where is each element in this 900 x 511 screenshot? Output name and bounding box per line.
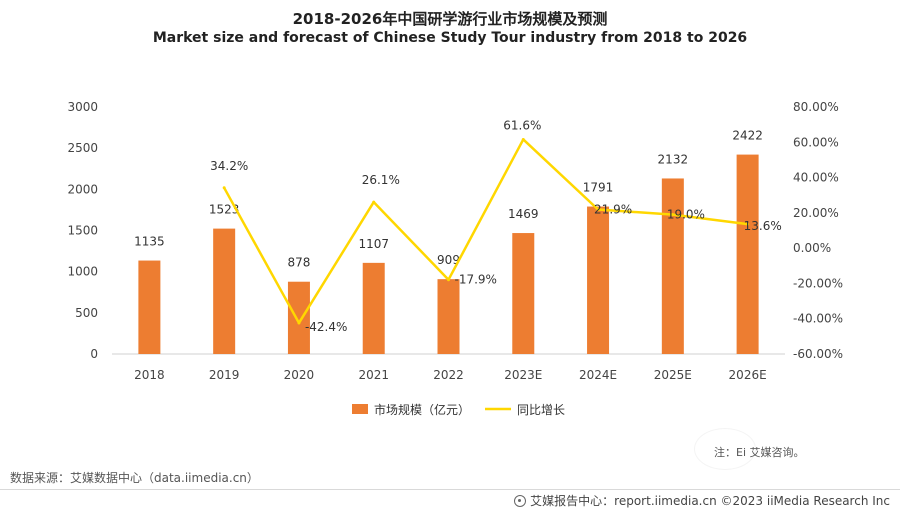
y-left-tick-label: 2500: [67, 141, 98, 155]
y-left-tick-label: 3000: [67, 100, 98, 114]
y-right-tick-label: 80.00%: [793, 100, 839, 114]
y-left-tick-label: 1000: [67, 265, 98, 279]
y-right-tick-label: 40.00%: [793, 171, 839, 185]
x-tick-label: 2023E: [504, 368, 542, 382]
footer-credit: 艾媒报告中心：report.iimedia.cn ©2023 iiMedia R…: [514, 492, 890, 509]
y-left-tick-label: 1500: [67, 224, 98, 238]
growth-value-label: 19.0%: [667, 208, 705, 222]
y-left-tick-label: 500: [75, 306, 98, 320]
data-source: 数据来源：艾媒数据中心（data.iimedia.cn）: [10, 471, 259, 485]
y-right-tick-label: -20.00%: [793, 276, 843, 290]
bar: [287, 281, 310, 354]
bar: [213, 228, 236, 354]
growth-point: [447, 278, 450, 282]
legend-bar-swatch: [352, 404, 368, 414]
growth-point: [521, 137, 525, 141]
y-left-tick-label: 0: [90, 347, 98, 361]
bar-value-label: 1107: [358, 237, 389, 251]
bar-value-label: 1523: [209, 203, 240, 217]
bar-value-label: 1791: [583, 181, 614, 195]
x-tick-label: 2019: [209, 368, 240, 382]
growth-point: [222, 186, 226, 190]
growth-value-label: 26.1%: [362, 173, 400, 187]
x-tick-label: 2018: [134, 368, 165, 382]
bar-value-label: 1469: [508, 207, 539, 221]
growth-value-label: 61.6%: [503, 118, 541, 132]
bar: [587, 206, 610, 354]
footer-divider: [0, 489, 900, 490]
x-tick-label: 2024E: [579, 368, 617, 382]
bar: [138, 260, 161, 354]
growth-point: [372, 200, 376, 204]
legend-bar-label: 市场规模（亿元）: [374, 402, 470, 417]
growth-point: [746, 222, 750, 226]
bar: [512, 233, 535, 354]
watermark-seal: [694, 428, 756, 470]
growth-point: [671, 213, 675, 217]
x-tick-label: 2020: [284, 368, 315, 382]
bar-value-label: 2422: [732, 129, 763, 143]
y-right-tick-label: 20.00%: [793, 206, 839, 220]
growth-value-label: -17.9%: [455, 273, 497, 287]
y-right-tick-label: -60.00%: [793, 347, 843, 361]
y-left-tick-label: 2000: [67, 182, 98, 196]
y-right-tick-label: 0.00%: [793, 241, 831, 255]
bar-value-label: 1135: [134, 235, 165, 249]
bar: [437, 279, 460, 354]
growth-point: [596, 208, 600, 212]
x-tick-label: 2021: [358, 368, 389, 382]
bar: [661, 178, 684, 354]
x-tick-label: 2025E: [654, 368, 692, 382]
bar-value-label: 909: [437, 253, 460, 267]
legend-line-label: 同比增长: [517, 403, 565, 417]
bar-value-label: 2132: [658, 152, 689, 166]
x-tick-label: 2026E: [729, 368, 767, 382]
growth-value-label: 21.9%: [594, 203, 632, 217]
chart-canvas: 0 500 1000 1500 2000 2500 3000 -60.00% -40.00% -2…: [67, 100, 843, 417]
growth-value-label: -42.4%: [305, 320, 347, 334]
chart-title: 2018-2026年中国研学游行业市场规模及预测: [292, 10, 608, 28]
y-right-tick-label: 60.00%: [793, 135, 839, 149]
growth-point: [297, 321, 301, 325]
footer-credit-text: 艾媒报告中心：report.iimedia.cn ©2023 iiMedia R…: [530, 494, 890, 508]
bar: [736, 154, 759, 354]
growth-value-label: 34.2%: [210, 159, 248, 173]
x-tick-label: 2022: [433, 368, 464, 382]
growth-value-label: 13.6%: [744, 219, 782, 233]
report-logo-icon: [514, 494, 527, 507]
y-right-tick-label: -40.00%: [793, 312, 843, 326]
chart-note: 注：Ei 艾媒咨询。: [714, 446, 805, 459]
bar: [362, 262, 385, 354]
bar-value-label: 878: [287, 256, 310, 270]
chart-subtitle: Market size and forecast of Chinese Stud…: [152, 30, 748, 46]
growth-line: [223, 138, 748, 325]
